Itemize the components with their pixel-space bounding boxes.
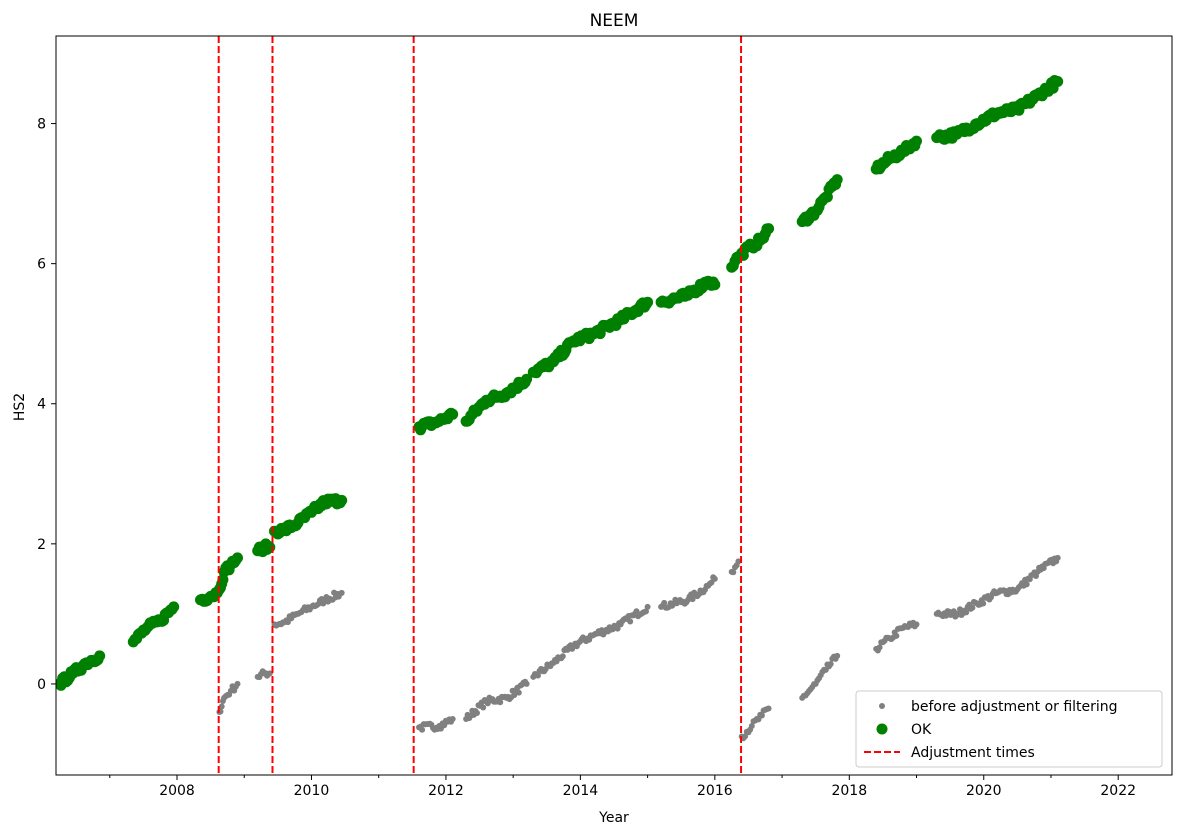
data-point	[980, 600, 987, 607]
data-point	[827, 661, 834, 667]
data-point	[710, 574, 717, 581]
plot-area	[56, 36, 1064, 775]
legend-label: OK	[911, 722, 932, 738]
data-point	[876, 644, 883, 651]
x-tick-label: 2008	[159, 783, 195, 799]
x-axis-label: Year	[598, 810, 629, 826]
data-point	[683, 599, 690, 606]
data-point	[334, 497, 346, 509]
data-point	[893, 632, 900, 639]
data-point	[911, 623, 918, 630]
data-point	[763, 706, 770, 713]
data-point	[730, 569, 737, 576]
data-point	[1012, 588, 1019, 595]
data-point	[627, 618, 634, 625]
data-point	[909, 140, 921, 152]
y-tick-label: 0	[37, 677, 46, 693]
data-point	[265, 671, 272, 678]
data-point	[419, 726, 426, 733]
data-point	[166, 603, 178, 615]
data-point	[448, 718, 454, 725]
data-point	[445, 407, 457, 419]
data-point	[232, 683, 239, 690]
data-point	[733, 562, 740, 569]
data-point	[761, 223, 773, 235]
data-point	[511, 692, 518, 699]
series-ok	[56, 75, 1064, 691]
data-point	[218, 703, 225, 710]
data-point	[226, 691, 233, 698]
data-point	[515, 689, 522, 696]
x-tick-label: 2018	[831, 783, 867, 799]
legend-marker	[876, 723, 888, 735]
y-tick-label: 4	[37, 397, 46, 413]
data-point	[569, 645, 576, 652]
data-point	[219, 698, 226, 704]
x-tick-label: 2010	[294, 783, 330, 799]
data-point	[474, 710, 480, 716]
data-point	[708, 579, 715, 586]
data-point	[92, 654, 104, 666]
data-point	[337, 590, 344, 597]
data-point	[643, 608, 649, 615]
legend-label: Adjustment times	[911, 745, 1035, 761]
axes-ticks: 2008 2010 2012 2014 2016 2018 2020 2022 0 2 4 6 8	[37, 117, 1136, 799]
data-point	[757, 711, 764, 718]
y-tick-label: 2	[37, 537, 46, 553]
data-point	[821, 666, 828, 673]
legend: before adjustment or filtering OK Adjustme…	[855, 690, 1163, 768]
data-point	[742, 733, 749, 740]
data-point	[497, 699, 504, 706]
data-point	[950, 608, 957, 615]
legend-label: before adjustment or filtering	[911, 699, 1118, 715]
data-point	[747, 726, 754, 733]
data-point	[644, 603, 651, 610]
data-point	[1023, 581, 1030, 588]
legend-box	[855, 690, 1163, 768]
data-point	[755, 716, 762, 723]
data-point	[559, 653, 566, 660]
data-point	[519, 376, 531, 388]
y-tick-label: 8	[37, 117, 46, 133]
data-point	[480, 704, 487, 711]
data-point	[830, 179, 842, 190]
data-point	[943, 612, 949, 619]
data-point	[1053, 558, 1060, 565]
chart-title: NEEM	[590, 11, 639, 31]
data-point	[217, 574, 229, 586]
x-tick-label: 2014	[563, 783, 599, 799]
data-point	[963, 609, 970, 616]
data-point	[1033, 573, 1039, 579]
data-point	[969, 604, 976, 611]
x-tick-label: 2016	[697, 783, 733, 799]
data-point	[306, 606, 313, 613]
data-point	[661, 599, 668, 606]
data-point	[318, 596, 325, 602]
x-tick-label: 2020	[966, 783, 1002, 799]
data-point	[640, 299, 652, 311]
y-axis-label: HS2	[12, 393, 28, 421]
x-tick-label: 2012	[428, 783, 464, 799]
data-point	[522, 678, 529, 685]
data-point	[832, 655, 839, 662]
data-point	[614, 625, 621, 632]
data-point	[320, 600, 327, 607]
data-point	[707, 276, 719, 288]
x-tick-label: 2022	[1100, 783, 1136, 799]
data-point	[689, 596, 696, 603]
data-point	[1050, 75, 1062, 87]
data-point	[262, 540, 274, 552]
plot-frame	[55, 35, 1173, 776]
data-point	[230, 554, 242, 566]
y-tick-label: 6	[37, 257, 46, 273]
legend-marker	[879, 703, 885, 709]
